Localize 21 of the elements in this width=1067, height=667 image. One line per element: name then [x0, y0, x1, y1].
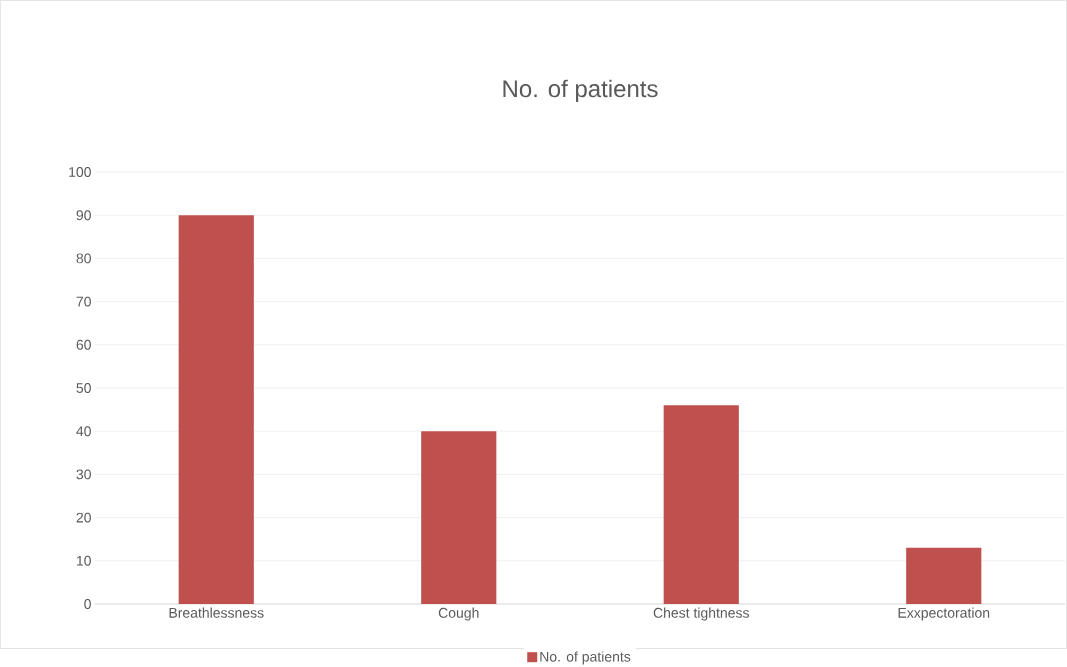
bar [421, 431, 497, 604]
y-tick-label: 90 [76, 210, 91, 221]
y-tick-label: 20 [76, 512, 91, 523]
bar [906, 547, 982, 604]
x-tick-label: Exxpectoration [898, 607, 990, 621]
y-tick-label: 40 [76, 426, 91, 437]
y-tick-label: 70 [76, 296, 91, 307]
x-tick-label: Chest tightness [653, 607, 749, 621]
y-tick-label: 50 [76, 383, 91, 393]
bar [178, 215, 254, 604]
legend-label: No. of patients [540, 651, 631, 665]
x-tick-label: Breathlessness [169, 607, 264, 618]
y-tick-label: 30 [76, 469, 91, 480]
y-tick-label: 80 [76, 253, 91, 264]
y-tick-label: 10 [76, 555, 91, 566]
y-tick-label: 100 [69, 167, 91, 177]
y-tick-label: 60 [76, 339, 91, 350]
y-tick-label: 0 [84, 599, 91, 609]
bar [663, 405, 739, 604]
x-tick-label: Cough [438, 607, 479, 621]
chart-title: No. of patients [503, 79, 658, 103]
